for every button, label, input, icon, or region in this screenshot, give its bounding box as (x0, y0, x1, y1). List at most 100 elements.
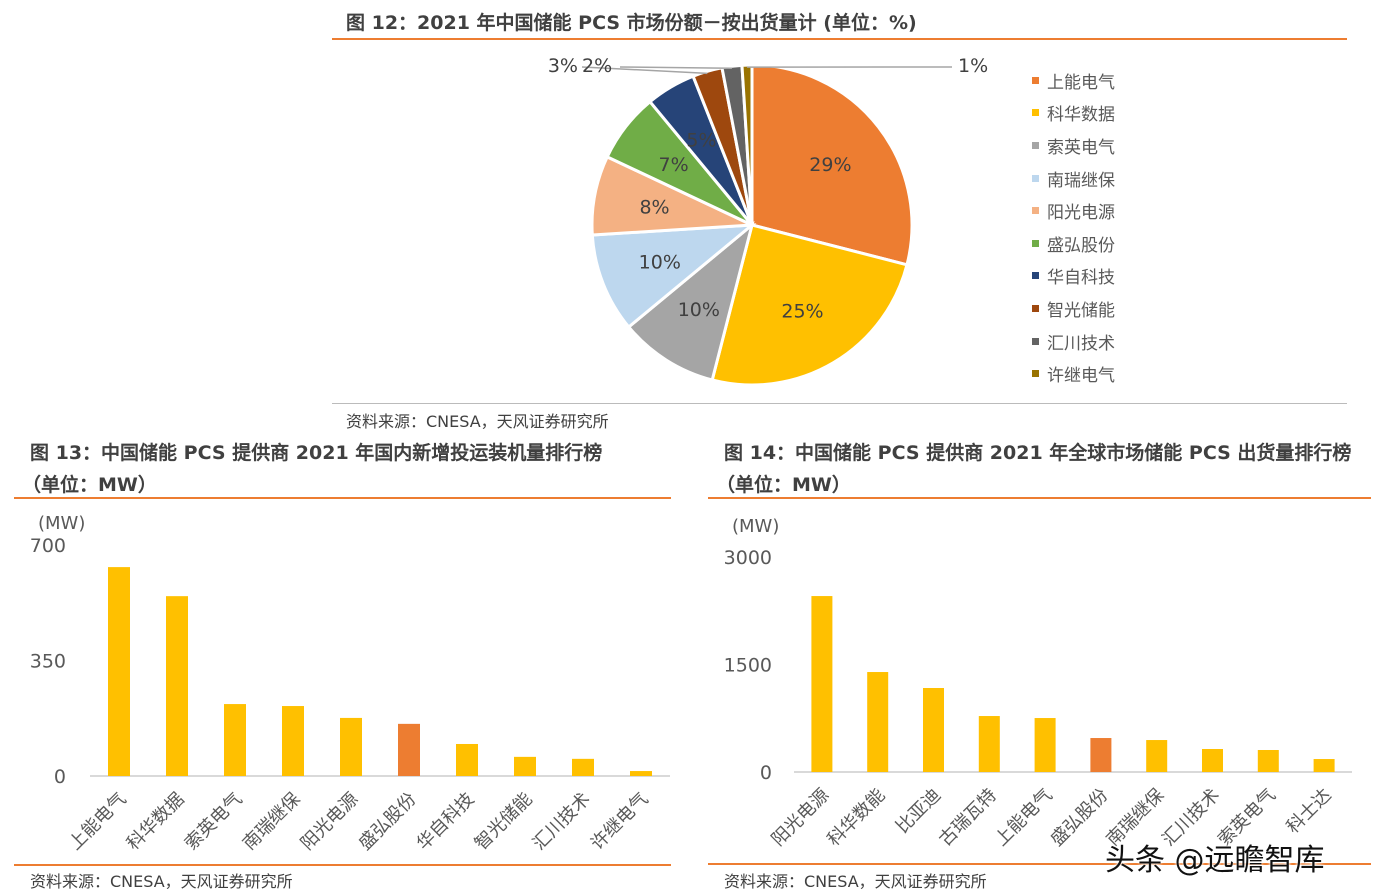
fig14-title: 图 14：中国储能 PCS 提供商 2021 年全球市场储能 PCS 出货量排行… (724, 442, 1352, 464)
legend-swatch (1032, 370, 1039, 378)
pie-data-label: 10% (678, 299, 720, 321)
legend-label: 盛弘股份 (1047, 235, 1115, 256)
legend-label: 科华数据 (1047, 105, 1115, 126)
legend-item: 阳光电源 (1032, 194, 1115, 227)
bar (456, 743, 478, 776)
bar (811, 596, 833, 772)
x-tick-label: 索英电气 (181, 789, 247, 855)
legend-label: 南瑞继保 (1047, 170, 1115, 191)
pie-data-label: 1% (958, 55, 988, 77)
fig12-source: 资料来源：CNESA，天风证券研究所 (346, 412, 609, 431)
pie-data-label: 10% (639, 252, 681, 274)
bar (166, 596, 188, 776)
bar (108, 567, 130, 776)
fig13-title: 图 13：中国储能 PCS 提供商 2021 年国内新增投运装机量排行榜 (30, 442, 603, 464)
legend-label: 上能电气 (1047, 72, 1115, 93)
pie-slice (710, 223, 909, 387)
pie-data-label: 8% (639, 196, 669, 218)
legend-item: 索英电气 (1032, 129, 1115, 162)
legend-label: 汇川技术 (1047, 333, 1115, 354)
legend-swatch (1032, 141, 1039, 149)
bar (340, 717, 362, 776)
x-tick-label: 科华数能 (823, 785, 889, 851)
y-tick-label: 350 (30, 651, 66, 673)
pie-slice (590, 223, 757, 330)
legend-label: 华自科技 (1047, 268, 1115, 289)
legend-swatch (1032, 304, 1039, 312)
bar (282, 706, 304, 776)
bar (1257, 749, 1279, 772)
pie-slice (750, 63, 914, 267)
x-tick-label: 科华数据 (123, 789, 189, 855)
pie-legend: 上能电气科华数据索英电气南瑞继保阳光电源盛弘股份华自科技智光储能汇川技术许继电气 (1032, 64, 1115, 390)
legend-swatch (1032, 207, 1039, 215)
legend-item: 南瑞继保 (1032, 162, 1115, 195)
pie-chart: 29% 25% 10% 10% 8% 7%5% 3% 2% 1% (548, 55, 988, 387)
bar-chart-fig13: (MW) 0 350 700 上能电气科华数据索英电气南瑞继保阳光电源盛弘股份华自科技智… (30, 513, 670, 855)
x-tick-label: 盛弘股份 (1047, 785, 1113, 851)
legend-swatch (1032, 174, 1039, 182)
y-axis-unit: (MW) (38, 513, 85, 534)
legend-item: 盛弘股份 (1032, 227, 1115, 260)
legend-label: 索英电气 (1047, 137, 1115, 158)
legend-item: 许继电气 (1032, 357, 1115, 390)
y-tick-label: 1500 (724, 655, 772, 677)
bar (978, 716, 1000, 772)
pie-slice (740, 63, 754, 226)
y-axis-unit: (MW) (732, 516, 779, 537)
fig14-source: 资料来源：CNESA，天风证券研究所 (724, 872, 987, 891)
bar (867, 672, 889, 772)
watermark: 头条 @远瞻智库 (1105, 843, 1325, 878)
legend-swatch (1032, 109, 1039, 117)
x-tick-label: 智光储能 (471, 789, 537, 855)
y-tick-label: 0 (760, 762, 772, 784)
pie-data-label: 5% (686, 130, 716, 152)
bar (514, 756, 536, 776)
legend-item: 华自科技 (1032, 260, 1115, 293)
pie-data-label: 25% (781, 300, 823, 322)
legend-label: 阳光电源 (1047, 203, 1115, 224)
leader-line (581, 66, 708, 75)
fig14-bottom-rule (708, 863, 1371, 865)
x-tick-label: 上能电气 (991, 785, 1057, 851)
x-tick-label: 阳光电源 (768, 785, 834, 851)
pie-slice (626, 220, 755, 382)
fig12-title: 图 12：2021 年中国储能 PCS 市场份额－按出货量计 (单位：%) (346, 12, 917, 34)
fig14-unit: （单位：MW） (716, 474, 851, 496)
legend-label: 智光储能 (1047, 300, 1115, 321)
x-tick-label: 比亚迪 (892, 785, 945, 838)
fig13-top-rule (14, 497, 671, 499)
x-tick-label: 华自科技 (413, 789, 479, 855)
fig12-bottom-rule (332, 403, 1347, 404)
legend-item: 汇川技术 (1032, 325, 1115, 358)
y-tick-label: 0 (54, 766, 66, 788)
legend-item: 科华数据 (1032, 97, 1115, 130)
fig13-bottom-rule (14, 864, 671, 866)
x-tick-label: 南瑞继保 (239, 789, 305, 855)
fig13-unit: （单位：MW） (22, 474, 157, 496)
bar (1090, 738, 1112, 772)
leader-line (619, 66, 732, 70)
x-tick-label: 许继电气 (587, 789, 653, 855)
pie-data-label: 2% (582, 55, 612, 77)
bar (630, 771, 652, 776)
bar (1202, 748, 1223, 772)
legend-item: 智光储能 (1032, 292, 1115, 325)
pie-data-label: 29% (809, 154, 851, 176)
legend-swatch (1032, 76, 1039, 84)
x-tick-label: 盛弘股份 (355, 789, 421, 855)
x-tick-label: 科士达 (1283, 785, 1336, 838)
x-tick-label: 阳光电源 (297, 789, 363, 855)
legend-swatch (1032, 272, 1039, 280)
y-tick-label: 3000 (724, 547, 772, 569)
bar (1146, 740, 1168, 772)
bar (572, 758, 594, 776)
bar (1034, 718, 1056, 772)
bar (398, 723, 420, 776)
fig14-top-rule (708, 497, 1371, 499)
bar (224, 704, 246, 776)
bar (1313, 759, 1335, 772)
y-tick-label: 700 (30, 535, 66, 557)
